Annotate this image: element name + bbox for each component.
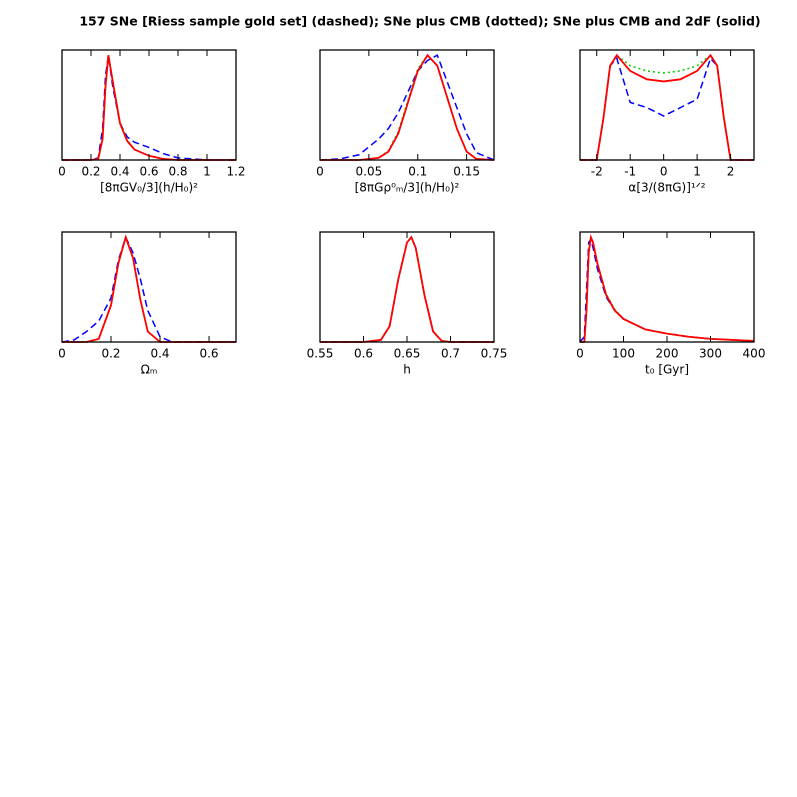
x-tick-label: 0.7 <box>441 347 460 361</box>
density-line <box>320 235 494 343</box>
x-tick-label: 200 <box>656 347 679 361</box>
x-axis-label: h <box>403 363 411 377</box>
x-tick-label: 400 <box>743 347 766 361</box>
x-tick-label: 0.6 <box>354 347 373 361</box>
plot-frame <box>579 49 755 161</box>
x-tick-label: 0.2 <box>81 165 100 179</box>
x-tick-label: 0 <box>58 165 66 179</box>
x-tick-label: 0 <box>660 165 668 179</box>
x-tick-label: 0.6 <box>139 165 158 179</box>
chart-title: 157 SNe [Riess sample gold set] (dashed)… <box>79 14 760 29</box>
x-tick-label: 0.4 <box>110 165 129 179</box>
x-tick-label: 0 <box>316 165 324 179</box>
density-line <box>580 233 755 343</box>
x-tick-label: 0.05 <box>356 165 383 179</box>
x-tick-label: 0.6 <box>199 347 218 361</box>
x-tick-label: -1 <box>624 165 636 179</box>
x-tick-label: 100 <box>612 347 635 361</box>
x-tick-label: 1 <box>693 165 701 179</box>
x-tick-label: 0.1 <box>408 165 427 179</box>
x-axis-label: Ωₘ <box>141 363 158 377</box>
x-tick-label: -2 <box>591 165 603 179</box>
x-tick-label: 0 <box>58 347 66 361</box>
x-tick-label: 0.4 <box>150 347 169 361</box>
x-axis-label: [8πGV₀/3](h/H₀)² <box>100 181 198 195</box>
density-line <box>320 53 495 161</box>
plot-frame <box>61 231 237 343</box>
x-tick-label: 0.2 <box>101 347 120 361</box>
x-tick-label: 0.75 <box>481 347 508 361</box>
x-axis-label: α[3/(8πG)]¹ᐟ² <box>628 181 705 195</box>
x-tick-label: 2 <box>727 165 735 179</box>
x-axis-label: t₀ [Gyr] <box>645 363 689 377</box>
plot-frame <box>319 49 495 161</box>
x-tick-label: 0.8 <box>168 165 187 179</box>
x-axis-label: [8πGρ⁰ₘ/3](h/H₀)² <box>355 181 460 195</box>
density-line <box>580 53 754 161</box>
x-tick-label: 0.15 <box>453 165 480 179</box>
x-tick-label: 0.65 <box>394 347 421 361</box>
x-tick-label: 0 <box>576 347 584 361</box>
density-line <box>580 56 754 161</box>
x-tick-label: 1 <box>203 165 211 179</box>
x-tick-label: 300 <box>699 347 722 361</box>
x-tick-label: 0.55 <box>307 347 334 361</box>
x-tick-label: 1.2 <box>226 165 245 179</box>
